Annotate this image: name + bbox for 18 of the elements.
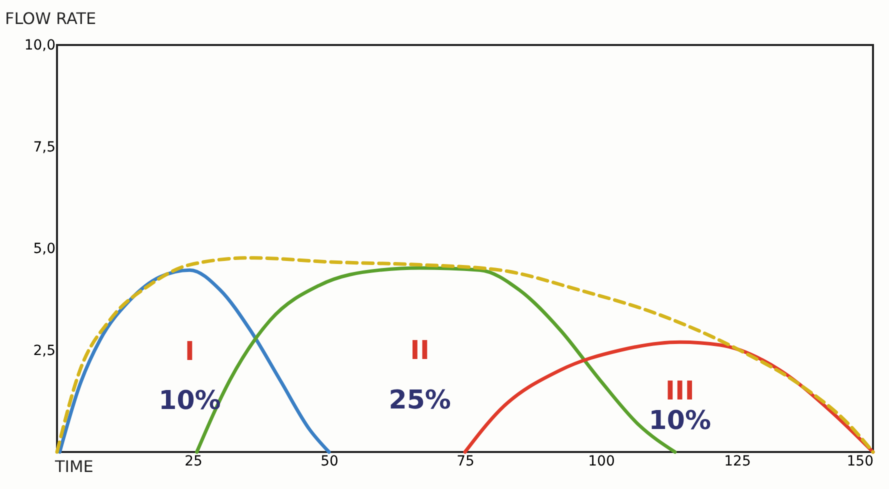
line-series (55, 256, 875, 454)
annotation: 10% (648, 406, 711, 436)
x-tick-label: 75 (456, 454, 474, 470)
x-tick-label: 100 (588, 454, 615, 470)
x-tick-label: 150 (846, 454, 874, 470)
y-tick-label: 7,5 (33, 139, 56, 156)
y-axis-title: FLOW RATE (5, 9, 96, 28)
annotation: 25% (388, 385, 451, 416)
x-tick-label: 125 (724, 454, 751, 470)
y-tick-label: 5,0 (33, 241, 56, 257)
x-tick-label: 25 (184, 454, 202, 470)
y-tick-label: 10,0 (24, 38, 56, 54)
y-tick-label: 2,5 (33, 342, 56, 359)
annotation: I (184, 336, 195, 367)
x-axis-title: TIME (54, 457, 94, 476)
annotation: III (665, 376, 694, 407)
x-tick-label: 50 (320, 454, 338, 470)
annotation: II (410, 336, 430, 366)
